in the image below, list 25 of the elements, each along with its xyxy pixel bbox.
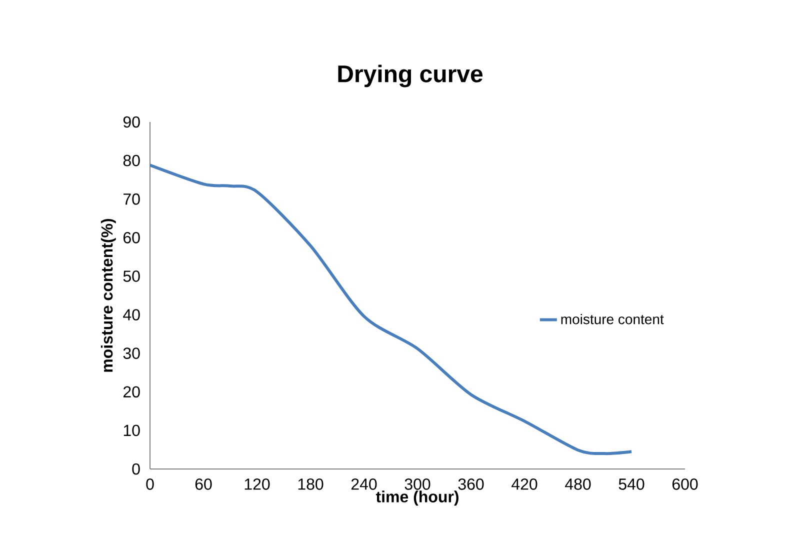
x-axis-title: time (hour)	[376, 490, 458, 506]
legend-label: moisture content	[561, 314, 664, 324]
y-tick-label: 30	[123, 348, 140, 359]
x-tick-label: 180	[298, 478, 324, 490]
y-tick-label: 80	[123, 154, 140, 166]
x-tick-label: 120	[244, 478, 270, 490]
y-tick-label: 90	[123, 116, 140, 128]
y-tick-label: 20	[124, 386, 140, 398]
x-tick-label: 0	[146, 478, 154, 490]
x-tick-label: 240	[351, 478, 377, 490]
y-tick-label: 50	[123, 270, 140, 282]
x-tick-label: 600	[672, 478, 698, 490]
y-tick-label: 40	[123, 309, 140, 320]
x-tick-label: 60	[195, 478, 212, 490]
y-tick-label: 0	[132, 463, 140, 475]
x-tick-label: 420	[512, 478, 538, 490]
y-axis-title: moisture content(%)	[100, 218, 116, 372]
y-tick-label: 60	[124, 232, 140, 244]
x-tick-label: 480	[565, 478, 591, 490]
chart-title: Drying curve	[338, 64, 483, 88]
y-tick-label: 70	[124, 193, 140, 205]
x-tick-label: 300	[404, 478, 430, 490]
x-tick-label: 540	[618, 478, 644, 490]
x-tick-label: 360	[458, 478, 484, 490]
y-tick-label: 10	[124, 424, 140, 436]
